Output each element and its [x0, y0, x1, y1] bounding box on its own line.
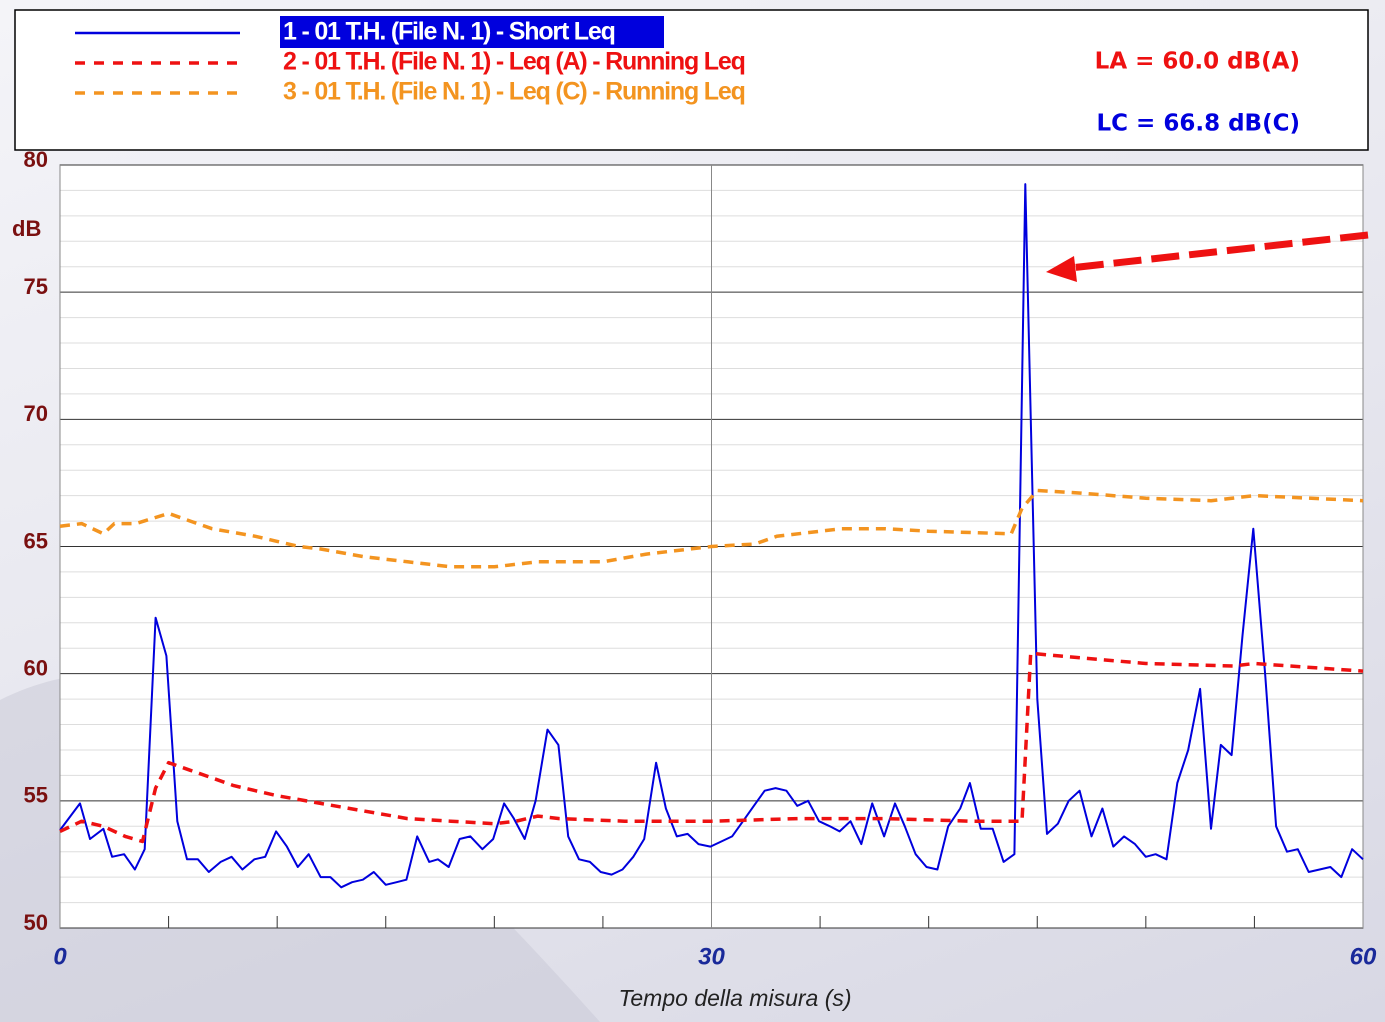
arrow	[1046, 231, 1369, 282]
arrow-head	[1046, 256, 1077, 282]
y-tick-label: 65	[24, 528, 48, 553]
x-tick-label: 60	[1350, 943, 1377, 970]
y-tick-label: 50	[24, 910, 48, 935]
y-tick-label: 80	[24, 147, 48, 172]
x-tick-label: 0	[53, 943, 67, 970]
legend-box	[14, 9, 1369, 151]
legend-label: 2 - 01 T.H. (File N. 1) - Leq (A) - Runn…	[283, 48, 745, 76]
la-annotation: LA = 60.0 dB(A)	[1095, 49, 1300, 75]
legend-highlight	[280, 16, 664, 48]
x-tick-label: 30	[698, 943, 725, 970]
x-axis-label: Tempo della misura (s)	[618, 985, 851, 1011]
y-tick-label: 55	[24, 783, 48, 808]
arrow-shaft	[1069, 231, 1369, 272]
legend-label: 1 - 01 T.H. (File N. 1) - Short Leq	[283, 18, 615, 46]
y-tick-label: 60	[24, 655, 48, 680]
series-line	[59, 183, 1364, 889]
series-line	[59, 651, 1364, 844]
legend-label: 3 - 01 T.H. (File N. 1) - Leq (C) - Runn…	[283, 78, 745, 106]
lc-annotation: LC = 66.8 dB(C)	[1097, 111, 1300, 137]
y-axis-label: dB	[12, 216, 41, 241]
y-tick-label: 75	[24, 274, 48, 299]
series-line	[59, 488, 1364, 569]
y-tick-label: 70	[24, 401, 48, 426]
